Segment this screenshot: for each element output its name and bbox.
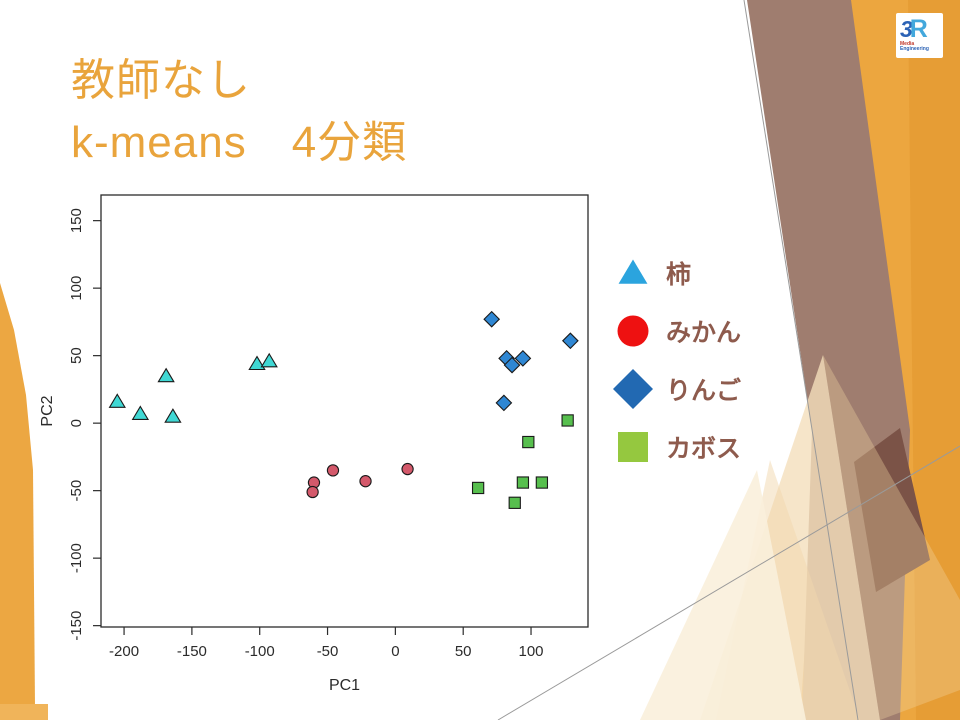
bg-diagonal-line-1 — [743, 0, 859, 720]
legend-item-みかん: みかん — [610, 308, 741, 354]
data-point-みかん — [401, 462, 414, 476]
plot-frame — [100, 194, 589, 628]
legend-label: みかん — [666, 319, 742, 347]
logo-3r-text: 3R — [900, 15, 928, 42]
data-point-カボス — [561, 414, 574, 427]
y-axis-label: PC2 — [39, 395, 56, 426]
bg-left-wedge-foot — [0, 704, 48, 720]
x-tick-label: -100 — [245, 643, 275, 660]
legend-item-りんご: りんご — [610, 366, 741, 412]
x-tick-label: -150 — [177, 643, 207, 660]
x-tick-label: 100 — [519, 643, 544, 660]
data-point-カボス — [508, 496, 521, 509]
data-point-カボス — [522, 435, 535, 449]
x-tick-label: 0 — [391, 643, 399, 660]
bg-dark-brown-facet — [854, 428, 930, 592]
slide-title-line1: 教師なし — [71, 56, 251, 105]
x-axis-label: PC1 — [329, 677, 360, 694]
diamond-legend-marker — [613, 369, 653, 409]
data-point-みかん — [359, 475, 372, 488]
x-tick-label: 50 — [455, 643, 472, 660]
data-point-カボス — [471, 481, 485, 495]
slide-title-line2: k-means 4分類 — [71, 118, 408, 168]
legend-item-柿: 柿 — [610, 250, 741, 296]
circle-legend-marker — [617, 315, 649, 347]
logo-3: 3 — [900, 15, 913, 42]
data-point-りんご — [561, 332, 579, 350]
x-tick-label: -200 — [109, 643, 139, 660]
legend-label: カボス — [666, 435, 742, 463]
logo-subtitle: Media Engineering — [900, 40, 929, 53]
square-legend-marker — [618, 432, 648, 462]
bg-left-wedge — [0, 283, 35, 706]
data-point-りんご — [483, 310, 501, 328]
bg-diagonal-line-2 — [497, 445, 960, 720]
y-tick-label: 150 — [68, 208, 85, 233]
x-tick-label: -50 — [317, 643, 339, 660]
data-point-カボス — [516, 476, 530, 489]
data-point-カボス — [535, 476, 549, 489]
data-point-りんご — [495, 394, 513, 412]
triangle-legend-marker — [618, 259, 648, 284]
legend-item-カボス: カボス — [610, 424, 741, 470]
data-point-みかん — [306, 485, 319, 499]
logo-subtitle-line1: Media — [900, 40, 915, 47]
data-point-りんご — [514, 349, 532, 367]
data-point-柿 — [248, 355, 266, 371]
y-tick-label: -150 — [68, 611, 85, 641]
legend-label: りんご — [666, 377, 742, 405]
data-point-柿 — [157, 367, 175, 383]
data-point-りんご — [503, 356, 521, 374]
logo-3r: 3R Media Engineering — [896, 13, 943, 58]
y-tick-label: -100 — [68, 543, 85, 573]
y-tick-label: 0 — [68, 419, 85, 427]
slide-title: 教師なし k-means 4分類 — [71, 50, 407, 175]
data-point-柿 — [108, 393, 126, 408]
data-point-みかん — [326, 464, 340, 477]
logo-R: R — [909, 14, 928, 43]
y-tick-label: -50 — [68, 480, 85, 502]
bg-cream-overlay-right — [823, 355, 960, 720]
y-tick-label: 100 — [68, 276, 85, 301]
data-point-柿 — [131, 405, 150, 421]
logo-subtitle-line2: Engineering — [900, 45, 929, 52]
data-point-柿 — [260, 352, 278, 368]
y-tick-label: 50 — [68, 347, 85, 364]
legend: 柿みかんりんごカボス — [610, 250, 741, 482]
data-point-柿 — [164, 408, 182, 423]
bg-pale-wedge — [640, 470, 806, 720]
legend-label: 柿 — [666, 261, 692, 289]
